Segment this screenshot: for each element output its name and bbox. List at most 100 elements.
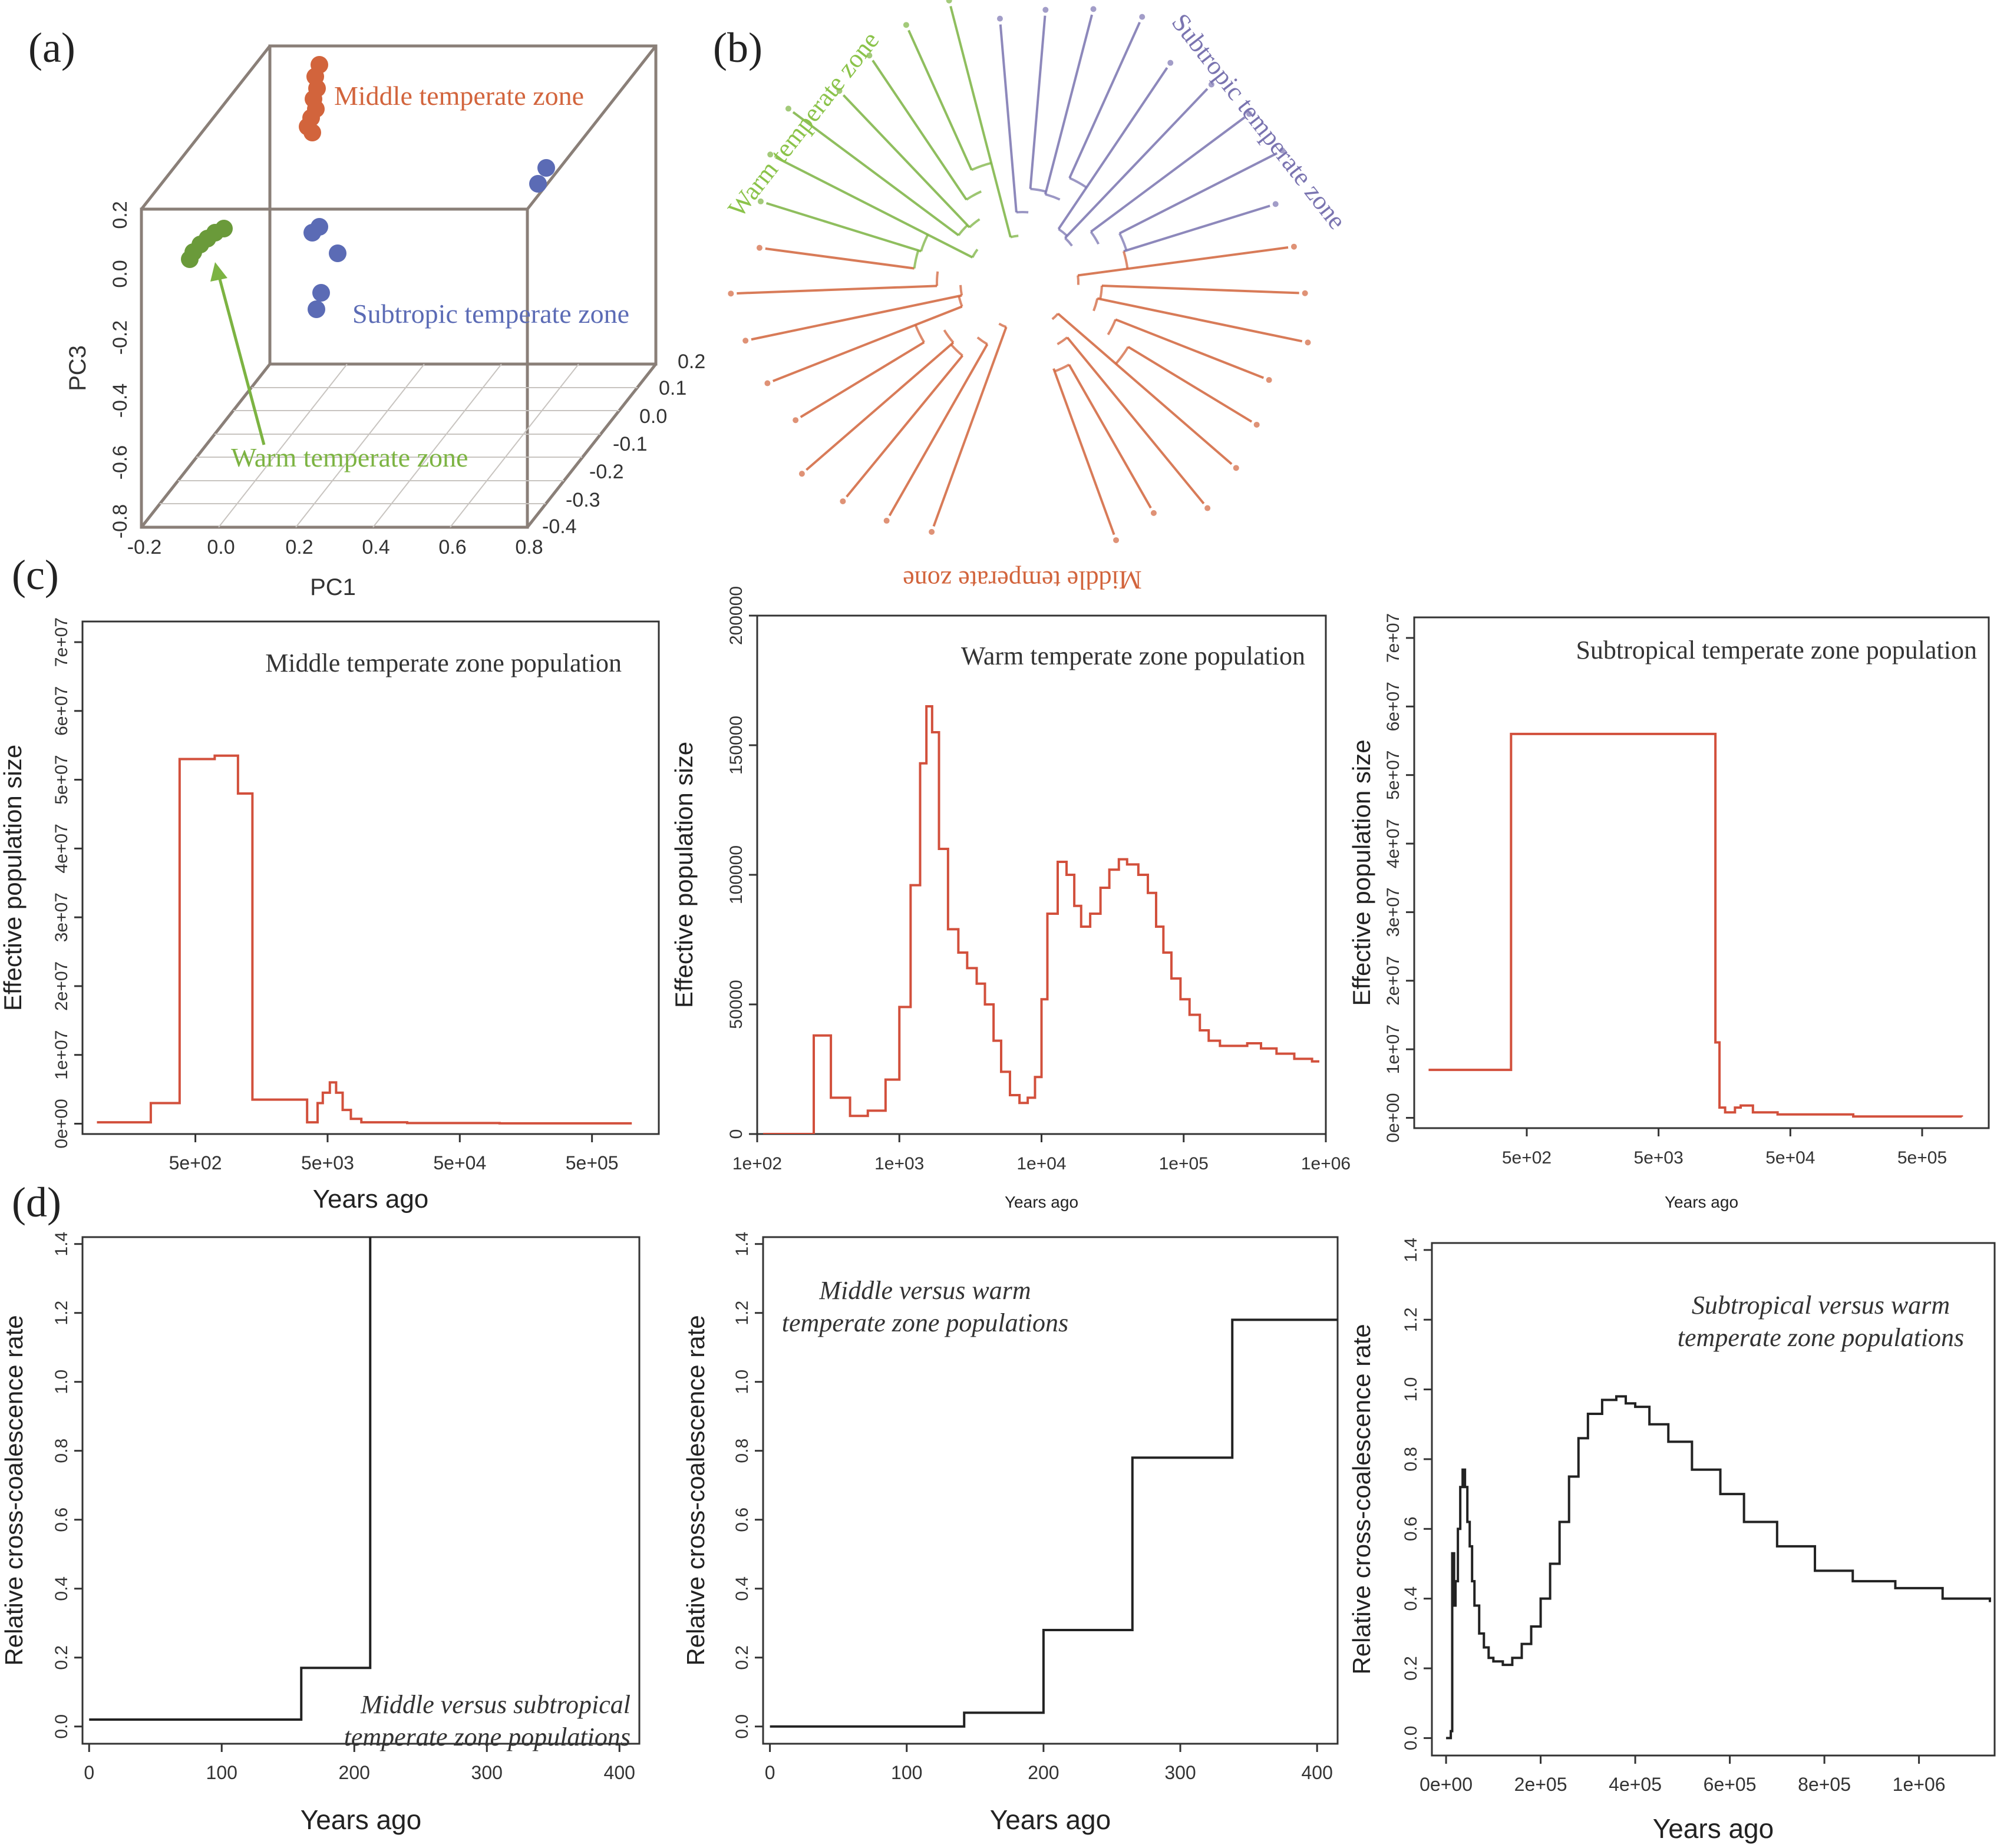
tree-branch — [1029, 15, 1047, 189]
tree-branch — [1057, 312, 1233, 465]
pc2-tick: -0.4 — [542, 515, 577, 538]
tree-tip — [1090, 6, 1097, 12]
y-tick-label: 7e+07 — [52, 617, 71, 667]
tree-connector — [959, 285, 963, 296]
y-tick-label: 0e+00 — [1384, 1093, 1403, 1142]
y-axis-label: Effective population size — [0, 745, 27, 1011]
tree-connector — [958, 296, 963, 308]
pca-point — [308, 300, 325, 318]
tree-connector — [1115, 346, 1130, 365]
y-tick-label: 1.2 — [732, 1301, 752, 1325]
x-tick-label: 1e+02 — [732, 1154, 782, 1173]
tree-connector — [998, 322, 1007, 329]
tree-connector — [971, 161, 992, 171]
y-tick-label: 4e+07 — [1384, 819, 1403, 868]
tree-connector — [1045, 193, 1061, 201]
tree-tip — [764, 380, 771, 386]
plot-frame — [81, 1236, 641, 1745]
tree-branch — [806, 341, 955, 471]
data-series-line — [89, 1237, 372, 1721]
y-tick-label: 0.4 — [52, 1576, 71, 1601]
pc1-tick: 0.0 — [207, 536, 235, 558]
x-tick-label: 1e+06 — [1301, 1154, 1351, 1173]
tree-connector — [971, 249, 979, 258]
tree-branch — [800, 341, 925, 418]
tree-branch — [1064, 88, 1209, 239]
tree-branch — [907, 29, 973, 171]
y-tick-label: 0.6 — [732, 1508, 752, 1532]
x-tick-label: 5e+05 — [566, 1152, 619, 1173]
data-series-line — [1446, 1395, 1991, 1740]
y-axis-label: Effective population size — [1348, 739, 1375, 1006]
tree-branch — [765, 201, 922, 253]
tree-tip — [1290, 243, 1297, 250]
tree-branch — [949, 6, 1012, 238]
tree-branch — [1066, 336, 1205, 505]
tree-tip — [1246, 111, 1253, 117]
pc2-tick: 0.0 — [639, 405, 667, 428]
tree-connector — [1099, 285, 1103, 300]
pca-point — [312, 284, 330, 302]
pc2-ticks: 0.2 0.1 0.0 -0.1 -0.2 -0.3 -0.4 — [542, 351, 705, 538]
pca-points-warm — [181, 220, 233, 268]
x-tick-label: 5e+03 — [301, 1152, 354, 1173]
y-tick-label: 6e+07 — [1384, 682, 1403, 731]
tree-connector — [1064, 237, 1073, 247]
x-tick-label: 4e+05 — [1609, 1774, 1662, 1795]
y-tick-label: 1.0 — [732, 1370, 752, 1394]
tree-tip — [1302, 290, 1308, 296]
x-tick-label: 0 — [765, 1762, 775, 1783]
plot-frame — [1431, 1242, 1996, 1757]
x-tick-label: 8e+05 — [1798, 1774, 1851, 1795]
pca-3d-plot: 0.2 0.0 -0.2 -0.4 -0.6 -0.8 PC3 -0.2 0.0… — [65, 44, 705, 600]
y-tick-label: 0.6 — [1401, 1516, 1421, 1541]
y-tick-label: 2e+07 — [1384, 956, 1403, 1006]
tree-branch — [1118, 152, 1278, 234]
chart-subtropical-population: 0e+00 1e+07 2e+07 3e+07 4e+07 5e+07 6e+07 7e+07… — [1348, 613, 1990, 1211]
tree-tip — [1113, 537, 1120, 543]
tree-connector — [1069, 177, 1087, 189]
x-tick-label: 5e+05 — [1897, 1148, 1947, 1168]
y-tick-label: 2e+07 — [52, 961, 71, 1011]
x-tick-label: 0 — [84, 1762, 94, 1783]
y-tick-label: 7e+07 — [1384, 613, 1403, 663]
tree-tip — [1167, 59, 1174, 66]
pc3-tick: 0.0 — [109, 260, 131, 287]
pc1-tick: 0.8 — [515, 536, 543, 558]
x-tick-label: 300 — [1164, 1762, 1196, 1783]
pc1-tick: -0.2 — [127, 536, 162, 558]
tree-branch — [1068, 21, 1141, 179]
tree-tip — [1204, 505, 1211, 511]
y-tick-label: 0.0 — [52, 1714, 71, 1739]
pc2-tick: -0.2 — [589, 461, 624, 483]
phylogenetic-tree: Warm temperate zone Subtropic temperate … — [722, 0, 1352, 594]
x-tick-label: 200 — [339, 1762, 370, 1783]
pc1-tick: 0.2 — [285, 536, 313, 558]
chart-middle-vs-subtropical: 0.0 0.2 0.4 0.6 0.8 1.0 1.2 1.4 0 100 200 300 400 Rel… — [0, 1232, 641, 1835]
y-tick-label: 0.0 — [732, 1714, 752, 1739]
pc3-tick: -0.6 — [109, 445, 131, 480]
pca-point — [303, 224, 321, 242]
y-axis-label: Relative cross-coalescence rate — [682, 1315, 709, 1665]
plot-frame — [762, 1236, 1339, 1745]
y-tick-label: 1.4 — [1401, 1238, 1421, 1262]
x-tick-label: 1e+06 — [1893, 1774, 1946, 1795]
tree-branch — [888, 343, 989, 517]
tree-connector — [968, 218, 981, 229]
x-tick-label: 1e+04 — [1016, 1154, 1066, 1173]
y-tick-label: 1.0 — [1401, 1377, 1421, 1402]
tree-tip — [1208, 81, 1214, 88]
y-tick-label: 1.0 — [52, 1370, 71, 1394]
pca-point — [537, 159, 555, 177]
y-tick-label: 0.2 — [52, 1645, 71, 1670]
tree-label-subtropic: Subtropic temperate zone — [1166, 8, 1352, 234]
x-axis-label: Years ago — [990, 1804, 1111, 1835]
y-tick-label: 1e+07 — [1384, 1024, 1403, 1074]
tree-connector — [1054, 363, 1070, 373]
tree-tip — [742, 338, 749, 344]
tree-tip — [840, 498, 846, 504]
plot-frame — [1413, 616, 1990, 1129]
tree-tip — [996, 15, 1003, 22]
x-tick-label: 6e+05 — [1704, 1774, 1757, 1795]
chart-title-line: Subtropical versus warm — [1692, 1291, 1950, 1320]
